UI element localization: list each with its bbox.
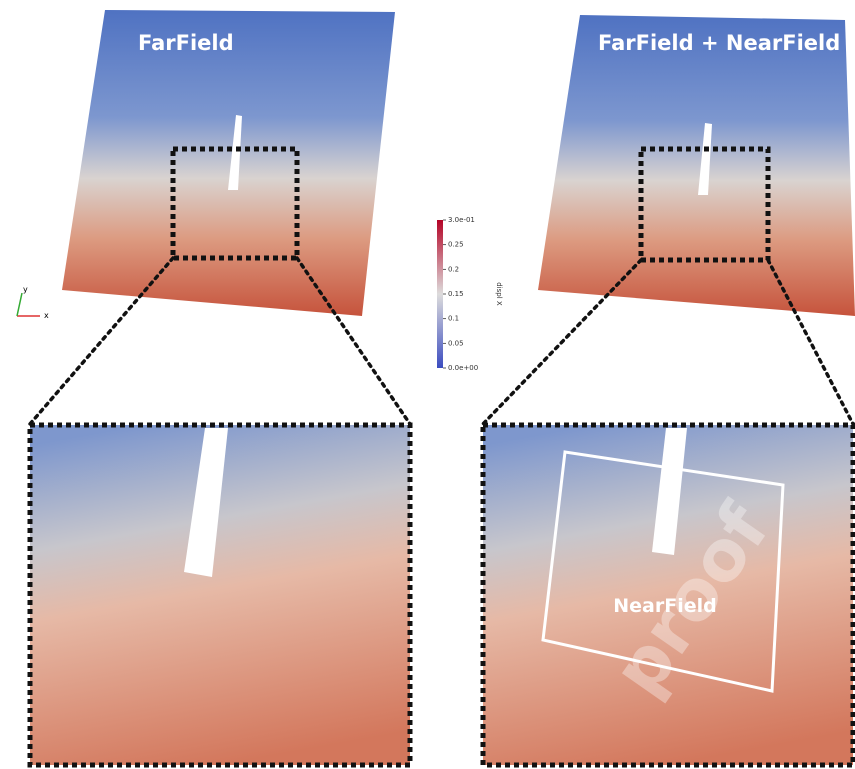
axis-label: x (44, 311, 49, 320)
colorbar (437, 220, 443, 368)
field-plot (538, 15, 855, 316)
crack (184, 428, 228, 577)
nearfield-label: NearField (613, 595, 716, 617)
zoom-connector (295, 256, 412, 426)
colorbar-tick-label: 0.25 (448, 241, 464, 249)
crack (698, 123, 712, 195)
colorbar-tick-label: 0.05 (448, 339, 464, 347)
colorbar-tick-label: 3.0e-01 (448, 216, 475, 224)
crack (228, 115, 242, 190)
colorbar-tick-label: 0.15 (448, 290, 464, 298)
zoom-connector (766, 258, 855, 426)
field-plot (62, 10, 395, 316)
panel-title: FarField + NearField (598, 31, 840, 55)
colorbar-tick-label: 0.0e+00 (448, 364, 478, 372)
zoom-connector (481, 258, 643, 426)
zoom-box (638, 146, 771, 263)
zoom-frame (27, 422, 413, 768)
zoom-connector (28, 256, 175, 426)
panel-title: FarField (138, 31, 234, 55)
nearfield-box (541, 450, 785, 693)
axis-y-arrow (16, 292, 23, 317)
zoom-frame (480, 422, 855, 768)
colorbar-tick-label: 0.1 (448, 315, 459, 323)
crack (652, 428, 687, 555)
colorbar-tick-label: 0.2 (448, 265, 459, 273)
colorbar-title: displ X (495, 282, 503, 306)
axis-label: y (23, 285, 28, 294)
